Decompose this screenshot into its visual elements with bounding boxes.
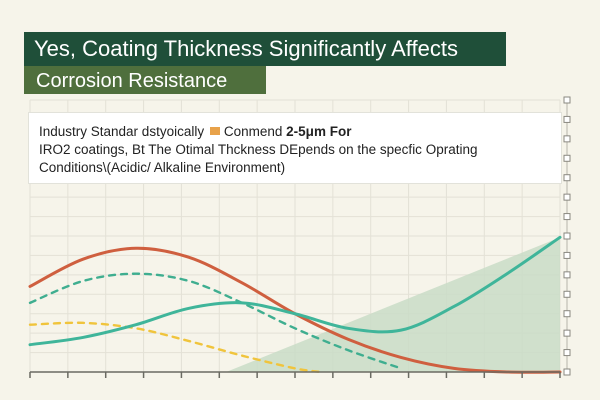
y-axis-tick [563, 310, 571, 318]
annotation-text-1c: 2-5μm For [286, 124, 352, 139]
y-axis-tick [563, 251, 571, 259]
series-group [28, 235, 562, 374]
annotation-text-1a: Industry Standar dstyoically [39, 124, 205, 139]
y-axis-tick [563, 193, 571, 201]
chart-title: Yes, Coating Thickness Significantly Aff… [24, 32, 506, 66]
annotation-line-2: IRO2 coatings, Bt The Otimal Thckness DE… [39, 142, 478, 157]
y-axis-tick [563, 115, 571, 123]
y-axis-tick [563, 135, 571, 143]
y-axis-tick [563, 96, 571, 104]
y-axis-tick [563, 213, 571, 221]
axes [29, 96, 571, 378]
annotation-box: Industry Standar dstyoically Conmend 2-5… [28, 112, 562, 184]
y-axis-tick [563, 232, 571, 240]
series-line-3 [28, 321, 323, 374]
annotation-text-1b: Conmend [223, 124, 283, 139]
series-line-4 [28, 235, 562, 347]
y-axis-tick [563, 154, 571, 162]
y-axis-tick [563, 290, 571, 298]
annotation-line-3: Conditions\(Acidic/ Alkaline Environment… [39, 160, 286, 175]
y-axis-tick [563, 329, 571, 337]
y-axis-tick [563, 349, 571, 357]
chart-subtitle: Corrosion Resistance [24, 66, 266, 94]
shaded-region [226, 237, 560, 372]
orange-square-icon [209, 127, 220, 135]
y-axis-tick [563, 174, 571, 182]
y-axis-tick [563, 271, 571, 279]
annotation-line-1: Industry Standar dstyoically Conmend 2-5… [39, 123, 561, 141]
y-axis-tick [563, 368, 571, 376]
series-line-2 [28, 272, 403, 370]
